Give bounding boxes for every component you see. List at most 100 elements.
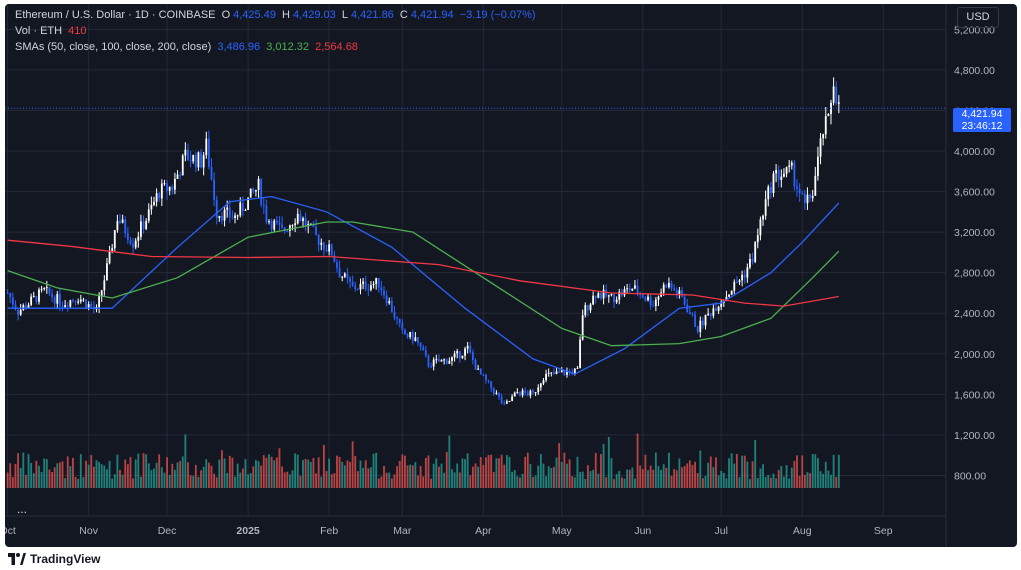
volume-bar (835, 476, 838, 488)
candle-body (605, 289, 608, 297)
volume-bar (291, 470, 294, 488)
sma100-value: 3,012.32 (266, 41, 310, 53)
candle-body (704, 314, 707, 326)
candle-body (320, 242, 323, 245)
volume-bar (69, 466, 72, 488)
price-chart[interactable]: 5,200.004,800.004,400.004,000.003,600.00… (5, 4, 1017, 547)
y-tick-label: 2,000.00 (954, 349, 995, 361)
volume-bar (273, 460, 276, 488)
x-tick-label: Nov (79, 525, 98, 537)
volume-bar (155, 462, 158, 488)
volume-bar (594, 453, 597, 488)
volume-bar (790, 467, 793, 488)
candle-body (58, 293, 61, 306)
candle-body (508, 400, 511, 402)
candle-body (451, 357, 453, 361)
candle-body (189, 160, 192, 162)
candle-body (309, 223, 312, 225)
candle-body (503, 403, 506, 405)
volume-bar (798, 475, 801, 488)
candle-body (124, 219, 127, 234)
candle-body (281, 224, 283, 228)
volume-bar (464, 459, 466, 488)
volume-bar (184, 434, 187, 488)
candle-body (440, 359, 443, 362)
volume-bar (811, 453, 814, 488)
volume-bar (322, 445, 325, 488)
volume-bar (743, 455, 746, 488)
candle-body (106, 263, 108, 281)
volume-bar (615, 474, 618, 488)
volume-bar (129, 457, 132, 488)
candle-body (542, 380, 545, 384)
volume-bar (453, 472, 456, 488)
volume-bar (477, 466, 480, 488)
volume-bar (830, 474, 832, 488)
volume-bar (51, 471, 53, 488)
candle-body (717, 306, 720, 311)
volume-legend: Vol · ETH 410 (15, 25, 90, 37)
candle-body (213, 179, 216, 200)
candle-body (709, 313, 712, 316)
volume-bar (354, 455, 357, 488)
candle-body (283, 227, 286, 231)
volume-bar (814, 454, 817, 488)
volume-bar (82, 477, 85, 488)
chart-panel[interactable]: 5,200.004,800.004,400.004,000.003,600.00… (5, 4, 1017, 547)
volume-bar (435, 458, 438, 488)
candle-body (317, 234, 320, 245)
volume-bar (286, 471, 289, 488)
candle-body (168, 186, 171, 191)
candle-body (116, 220, 119, 231)
candle-body (594, 295, 597, 298)
candle-body (322, 242, 325, 250)
volume-bar (48, 469, 51, 488)
volume-bar (58, 462, 61, 488)
candle-body (325, 249, 328, 252)
x-tick-label: 2025 (236, 525, 260, 537)
tradingview-logo-icon[interactable] (8, 553, 26, 565)
volume-bar (581, 471, 584, 488)
volume-bar (783, 476, 785, 488)
candle-body (239, 202, 242, 216)
candle-body (221, 215, 223, 221)
candle-body (628, 288, 631, 291)
more-options-button[interactable]: ... (17, 502, 28, 516)
close-label: C (399, 9, 408, 21)
candle-body (411, 331, 414, 342)
volume-bar (668, 452, 670, 488)
candle-body (354, 285, 357, 290)
y-tick-label: 800.00 (954, 470, 986, 482)
volume-bar (126, 464, 129, 488)
candle-body (519, 392, 521, 396)
candle-body (341, 276, 344, 278)
candle-body (194, 154, 197, 168)
volume-bar (607, 437, 610, 488)
volume-bar (722, 472, 725, 488)
candle-body (197, 152, 200, 168)
volume-bar (754, 439, 757, 488)
y-tick-label: 2,400.00 (954, 308, 995, 320)
volume-bar (100, 464, 103, 488)
candle-body (783, 173, 785, 177)
volume-bar (205, 459, 208, 488)
candle-body (817, 156, 819, 176)
sma-label: SMAs (50, close, 100, close, 200, close) (15, 41, 212, 53)
volume-bar (362, 467, 365, 488)
volume-bar (200, 470, 202, 488)
candle-body (103, 280, 106, 291)
volume-bar (733, 463, 736, 488)
candle-body (19, 309, 22, 315)
volume-bar (730, 453, 733, 488)
candle-body (336, 262, 338, 268)
volume-bar (602, 443, 605, 488)
sma-line-3 (7, 239, 839, 307)
currency-button[interactable]: USD (957, 7, 999, 28)
candle-body (181, 155, 184, 176)
volume-bar (231, 457, 234, 488)
candle-body (296, 213, 299, 224)
volume-bar (388, 472, 391, 488)
volume-bar (325, 470, 328, 488)
volume-bar (142, 453, 145, 488)
candle-body (9, 293, 12, 298)
